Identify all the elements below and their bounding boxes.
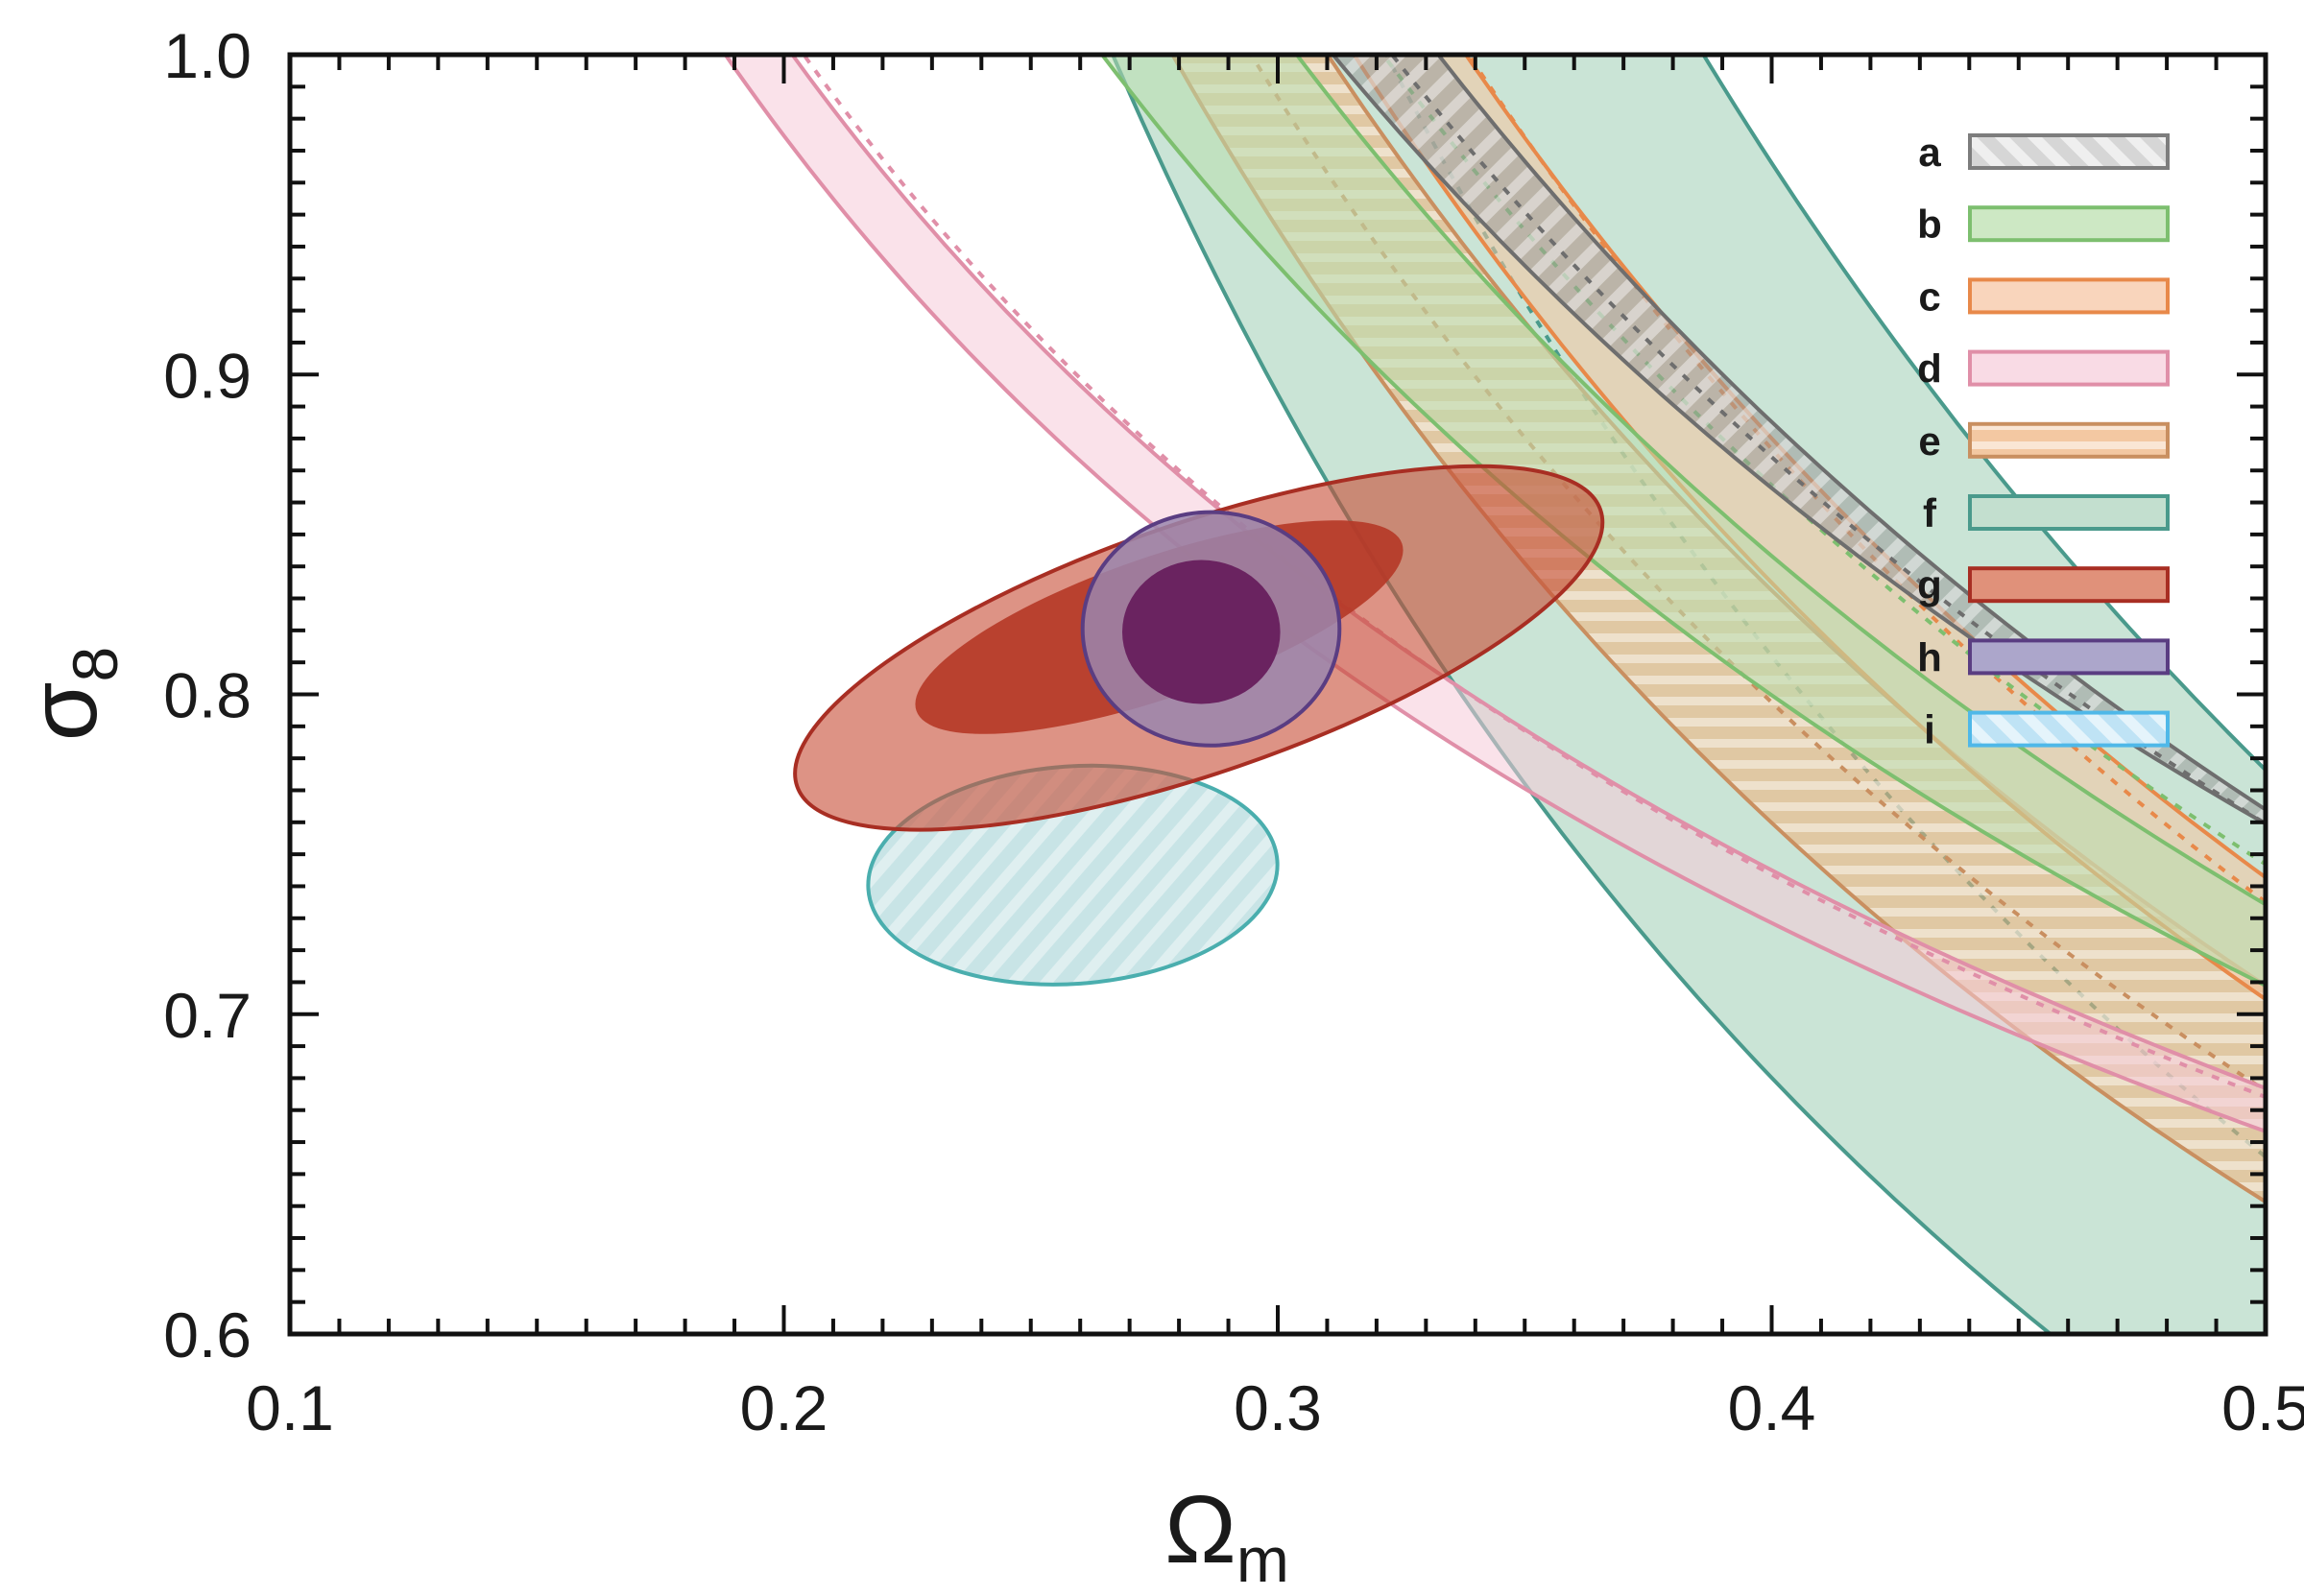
legend-item-i: i <box>1924 707 2170 752</box>
legend-swatch <box>1968 349 2170 387</box>
band-c-center-line <box>1466 55 2266 904</box>
legend-label: d <box>1917 346 1942 392</box>
band-a <box>1330 55 2266 826</box>
y-tick-label: 0.7 <box>163 980 252 1051</box>
legend-item-d: d <box>1917 346 2170 392</box>
band-a-center-line <box>1389 55 2266 825</box>
legend-swatch-hatch <box>1972 137 2166 166</box>
contour-h <box>1080 510 1342 748</box>
legend-label: f <box>1923 490 1937 536</box>
legend-item-e: e <box>1918 418 2170 464</box>
legend-item-a: a <box>1918 130 2170 175</box>
legend-swatch <box>1968 205 2170 243</box>
legend-label: b <box>1917 202 1942 247</box>
band-b <box>1099 55 2266 988</box>
y-tick-label: 1.0 <box>163 20 252 91</box>
y-tick-label: 0.6 <box>163 1299 252 1370</box>
legend-label: i <box>1924 707 1935 752</box>
legend-swatch-hatch <box>1972 425 2166 455</box>
legend-label: a <box>1918 130 1941 175</box>
legend-item-h: h <box>1917 634 2170 679</box>
y-axis-label: σ8 <box>10 647 131 741</box>
x-tick-label: 0.5 <box>2221 1372 2304 1443</box>
legend-swatch <box>1968 277 2170 315</box>
x-tick-label: 0.3 <box>1234 1372 1322 1443</box>
legend-item-c: c <box>1918 274 2170 319</box>
band-f-lower-edge <box>1110 55 2053 1334</box>
legend-item-g: g <box>1917 562 2170 607</box>
band-b-lower-edge <box>1294 55 2266 907</box>
band-a-lower-edge <box>1330 55 2266 826</box>
band-a-upper-edge <box>1435 55 2266 812</box>
x-axis-label: Ωm <box>1164 1476 1289 1591</box>
legend-item-b: b <box>1917 202 2170 247</box>
contour-h-inner <box>1122 560 1281 704</box>
legend-label: g <box>1917 562 1942 607</box>
legend-label: h <box>1917 634 1942 679</box>
legend-swatch <box>1968 566 2170 604</box>
band-f-upper-edge <box>1701 55 2266 772</box>
legend-item-f: f <box>1923 490 2170 536</box>
legend-label: c <box>1918 274 1940 319</box>
y-tick-label: 0.9 <box>163 340 252 411</box>
y-tick-label: 0.8 <box>163 660 252 731</box>
x-tick-label: 0.4 <box>1728 1372 1816 1443</box>
band-a-hatch <box>1332 55 2266 824</box>
x-tick-label: 0.1 <box>246 1372 334 1443</box>
legend-swatch <box>1968 494 2170 531</box>
legend-label: e <box>1918 418 1940 464</box>
band-b-upper-edge <box>1099 55 2266 988</box>
legend-swatch-hatch <box>1972 714 2166 744</box>
legend-swatch <box>1968 638 2170 676</box>
band-b-fill <box>1102 55 2266 986</box>
x-tick-label: 0.2 <box>740 1372 828 1443</box>
